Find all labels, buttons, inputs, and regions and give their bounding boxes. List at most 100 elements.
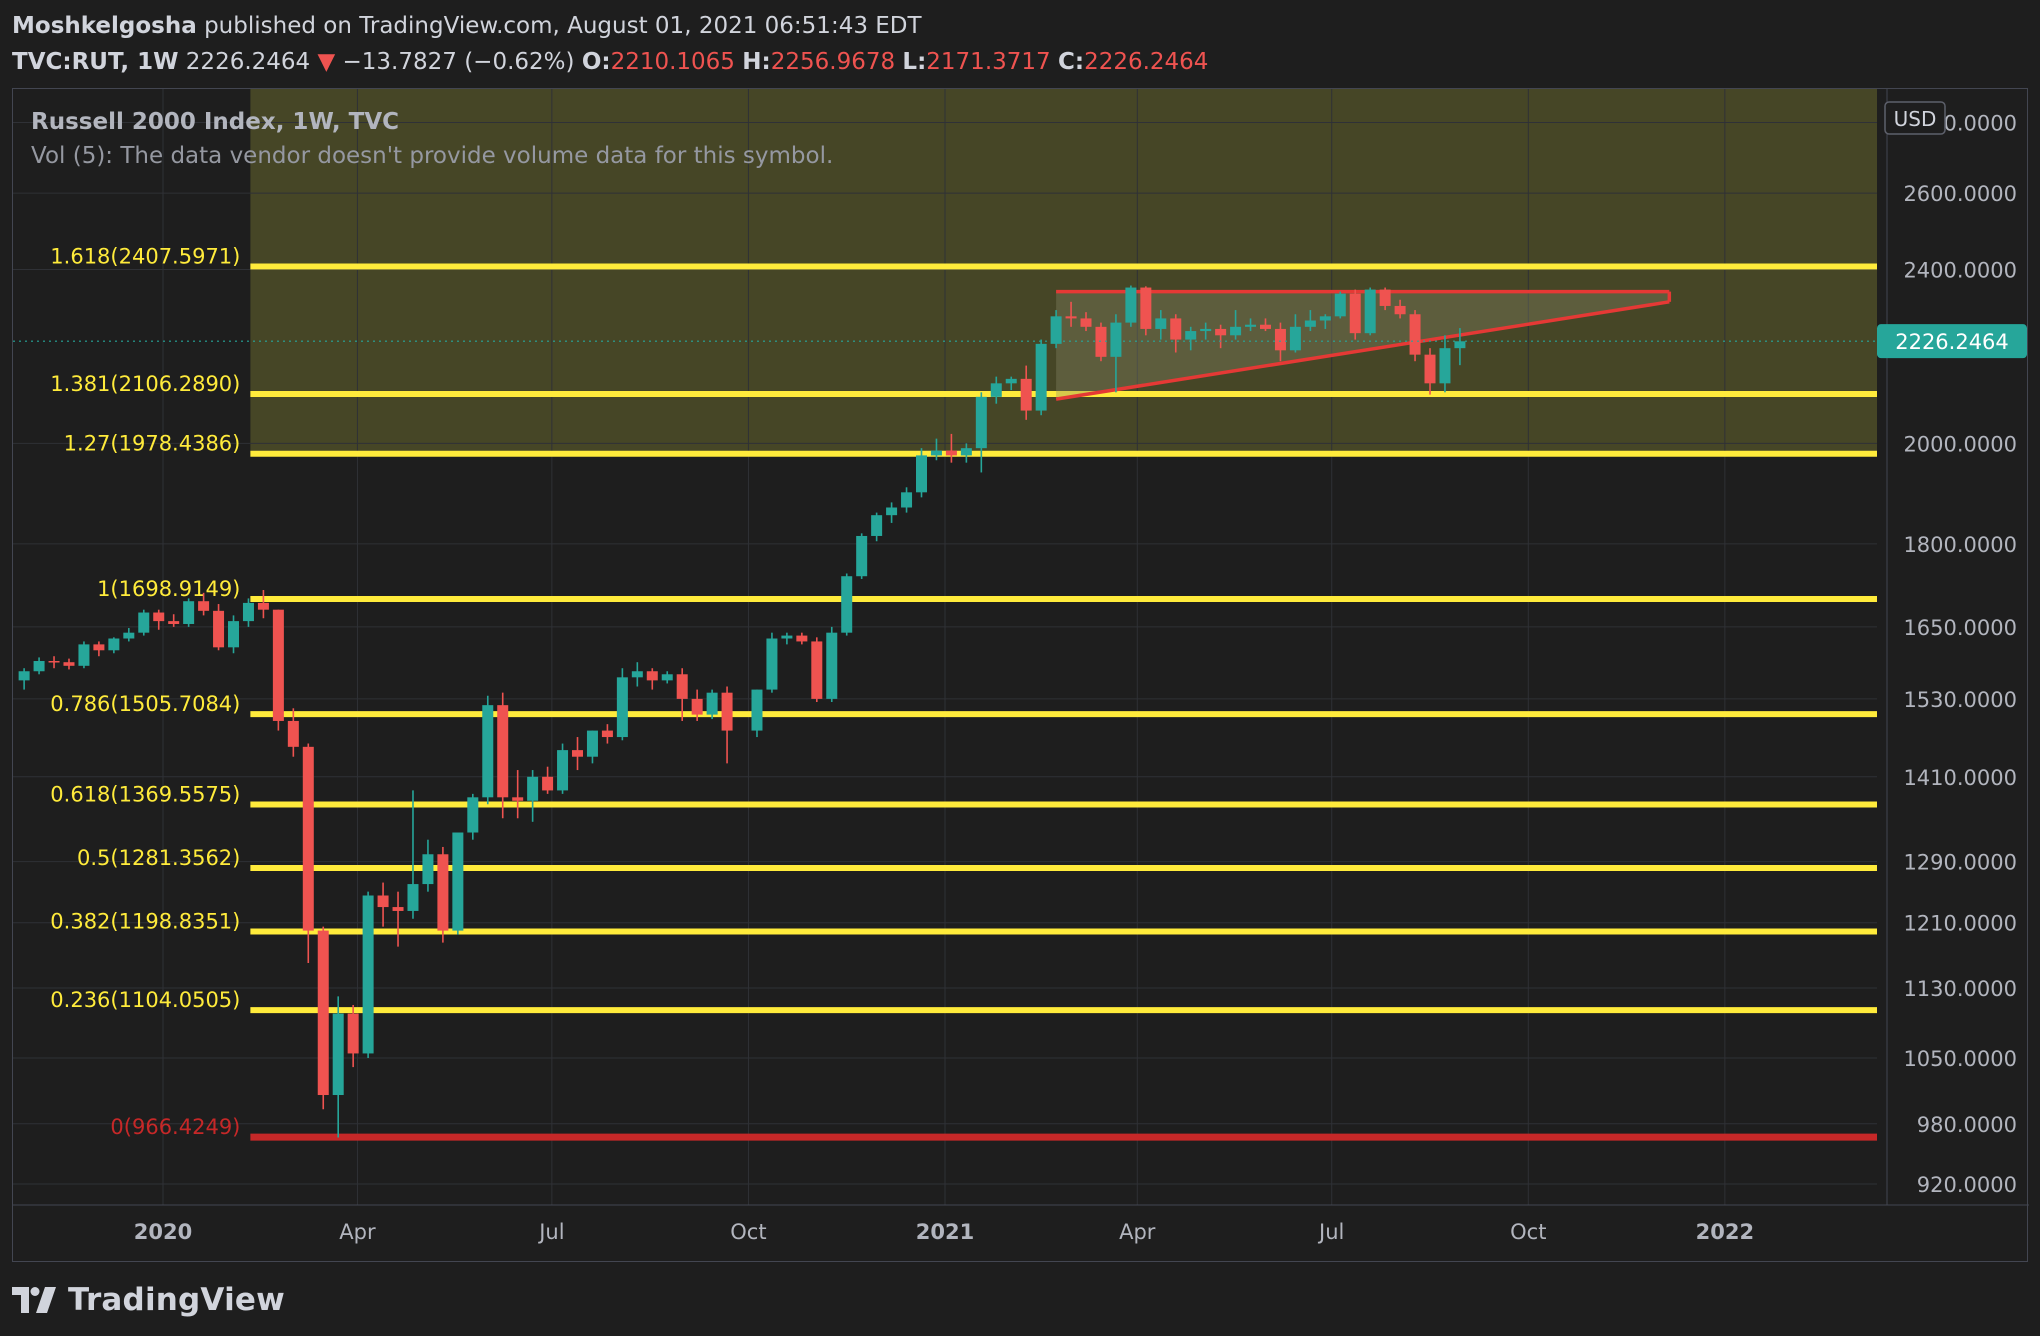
- candle-body: [63, 662, 75, 666]
- time-tick-label: 2022: [1696, 1220, 1754, 1244]
- candle-body: [1439, 348, 1451, 384]
- candle-body: [1215, 328, 1227, 336]
- candle-body: [332, 1013, 344, 1096]
- fib-label: 1(1698.9149): [97, 577, 240, 601]
- candle-up: [407, 790, 419, 919]
- candle-body: [990, 383, 1002, 397]
- candle-body: [168, 621, 180, 624]
- candle-body: [841, 576, 853, 633]
- candle-body: [272, 609, 284, 721]
- candle-body: [915, 455, 927, 493]
- price-tick-label: 1530.0000: [1903, 688, 2017, 712]
- candle-body: [601, 730, 613, 738]
- candle-body: [557, 750, 569, 791]
- fib-label: 0.382(1198.8351): [50, 910, 240, 934]
- candle-down: [48, 656, 60, 669]
- candle-body: [1140, 287, 1152, 329]
- price-tick-label: 2600.0000: [1903, 182, 2017, 206]
- author-name[interactable]: Moshkelgosha: [12, 13, 197, 39]
- candle-body: [228, 621, 240, 648]
- candle-body: [676, 674, 688, 699]
- candle-body: [78, 644, 90, 666]
- candle-body: [1349, 293, 1361, 334]
- triangle-pattern[interactable]: [1055, 289, 1672, 401]
- price-tick-label: 2000.0000: [1903, 432, 2017, 456]
- candle-up: [781, 632, 793, 645]
- candle-down: [317, 926, 329, 1110]
- symbol-label[interactable]: TVC:RUT, 1W: [12, 49, 179, 75]
- candle-up: [990, 376, 1002, 404]
- candle-up: [482, 695, 494, 805]
- legend-volume-note: Vol (5): The data vendor doesn't provide…: [31, 143, 833, 169]
- candle-up: [138, 609, 150, 636]
- fib-levels[interactable]: 1.618(2407.5971) 1.381(2106.2890) 1.27(197…: [50, 244, 1877, 1141]
- candle-down: [945, 433, 957, 463]
- price-axis[interactable]: 2800.00002600.00002400.00002000.00001800…: [1877, 89, 2027, 1205]
- candle-body: [661, 674, 673, 681]
- candle-body: [452, 832, 464, 931]
- fib-label: 0.236(1104.0505): [50, 988, 240, 1012]
- candle-up: [242, 598, 254, 627]
- candle-body: [213, 610, 225, 648]
- candle-down: [347, 1004, 359, 1068]
- candle-body: [542, 776, 554, 791]
- candle-down: [302, 743, 314, 963]
- currency-badge[interactable]: USD: [1884, 101, 1946, 135]
- candle-up: [930, 438, 942, 461]
- support-line: [1055, 300, 1670, 401]
- time-tick-label: Apr: [1119, 1220, 1156, 1244]
- price-tick-label: 920.0000: [1917, 1173, 2017, 1197]
- candle-up: [1230, 310, 1242, 340]
- fib-label: 0.618(1369.5575): [50, 783, 240, 807]
- candle-up: [1155, 310, 1167, 340]
- fib-label: 0.786(1505.7084): [50, 692, 240, 716]
- candle-up: [886, 502, 898, 523]
- time-axis[interactable]: 2020 Apr Jul Oct 2021 Apr Jul Oct 2022: [13, 1204, 2029, 1244]
- candle-down: [168, 614, 180, 627]
- candle-body: [1125, 287, 1137, 323]
- candle-up: [856, 533, 868, 579]
- candle-body: [901, 492, 913, 508]
- candle-up: [108, 637, 120, 654]
- tradingview-logo-icon[interactable]: [12, 1287, 58, 1313]
- candle-up: [1289, 314, 1301, 353]
- legend-title: Russell 2000 Index, 1W, TVC: [31, 109, 399, 135]
- candle-body: [691, 698, 703, 715]
- candle-down: [1394, 299, 1406, 319]
- chart-frame[interactable]: 1.618(2407.5971) 1.381(2106.2890) 1.27(197…: [12, 88, 2029, 1263]
- candle-body: [572, 750, 584, 757]
- candle-down: [272, 609, 284, 731]
- chart-canvas[interactable]: 1.618(2407.5971) 1.381(2106.2890) 1.27(197…: [13, 89, 2029, 1263]
- candle-up: [33, 657, 45, 675]
- candle-body: [1379, 289, 1391, 306]
- candle-body: [975, 396, 987, 449]
- time-tick-label: 2020: [134, 1220, 192, 1244]
- candle-down: [796, 632, 808, 645]
- published-text: published on TradingView.com, August 01,…: [204, 13, 922, 39]
- candle-down: [392, 891, 404, 947]
- candle-body: [1230, 326, 1242, 336]
- candle-down: [601, 724, 613, 744]
- candle-down: [1259, 318, 1271, 332]
- candle-down: [1080, 312, 1092, 332]
- candle-body: [1170, 318, 1182, 340]
- candle-down: [811, 637, 823, 703]
- tradingview-brand[interactable]: TradingView: [68, 1282, 285, 1318]
- candle-body: [123, 632, 135, 639]
- publish-line: Moshkelgosha published on TradingView.co…: [12, 8, 2012, 44]
- candle-body: [392, 907, 404, 911]
- candle-up: [1185, 326, 1197, 351]
- candle-body: [751, 689, 763, 731]
- candle-up: [975, 392, 987, 473]
- candle-up: [1364, 287, 1376, 336]
- candle-body: [811, 641, 823, 699]
- candle-body: [721, 692, 733, 731]
- candle-body: [1424, 354, 1436, 384]
- candle-up: [78, 641, 90, 669]
- candle-up: [1319, 314, 1331, 329]
- candle-body: [960, 448, 972, 456]
- candle-body: [33, 661, 45, 672]
- candle-up: [661, 671, 673, 684]
- candle-body: [1289, 326, 1301, 351]
- candle-up: [228, 615, 240, 654]
